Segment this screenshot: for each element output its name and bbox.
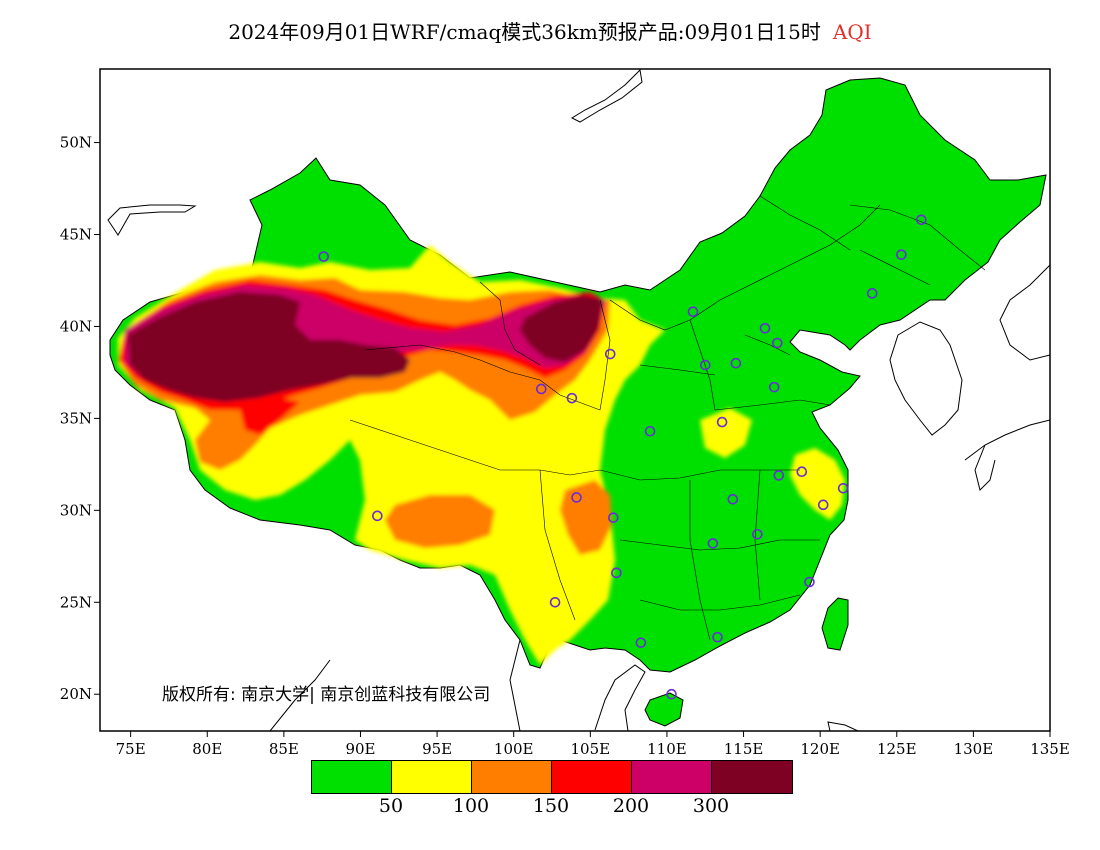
station-marker — [730, 357, 742, 369]
station-marker — [796, 466, 808, 478]
station-marker — [817, 499, 829, 511]
lake-balkhash-outline — [107, 204, 197, 236]
legend-swatch-red — [552, 761, 632, 793]
hainan-island — [644, 692, 684, 727]
station-marker — [804, 576, 815, 588]
legend-swatch-magenta — [632, 761, 712, 793]
neighbor-coastlines — [107, 69, 1050, 731]
x-axis: 75E 80E 85E 90E 95E 100E 105E 110E 115E 120E 125E 1… — [116, 731, 1070, 758]
lake-baikal-outline — [570, 69, 643, 123]
x-tick-label: 80E — [192, 740, 222, 758]
map-frame — [99, 68, 1051, 732]
map-layers — [107, 69, 1050, 731]
station-marker — [896, 249, 907, 261]
aqi-zone-yellow-east — [790, 448, 845, 520]
station-marker — [716, 416, 728, 428]
y-tick-label: 30N — [60, 501, 92, 519]
legend-label: 200 — [612, 795, 650, 817]
y-tick-label: 45N — [60, 226, 92, 244]
x-tick-label: 125E — [877, 740, 917, 758]
legend-swatch-green — [312, 761, 392, 793]
india-coast — [269, 659, 331, 731]
station-marker — [773, 470, 785, 481]
indochina-coast — [594, 664, 646, 731]
japan-south-outline — [964, 419, 1050, 491]
station-marker — [571, 492, 582, 503]
legend-labels: 50 100 150 200 300 — [0, 795, 1100, 819]
station-marker — [727, 493, 739, 505]
myanmar-border — [509, 639, 521, 731]
y-tick-label: 20N — [60, 685, 92, 703]
x-tick-label: 75E — [116, 740, 146, 758]
x-tick-label: 130E — [954, 740, 994, 758]
station-marker — [644, 425, 656, 437]
x-tick-label: 110E — [647, 740, 687, 758]
aqi-legend — [311, 760, 793, 794]
legend-label: 100 — [452, 795, 490, 817]
korea-outline — [889, 321, 963, 436]
aqi-zone-yellow-central — [700, 408, 752, 458]
x-tick-label: 120E — [800, 740, 840, 758]
aqi-zone-orange-southwest — [385, 495, 495, 548]
station-marker — [707, 538, 719, 549]
station-marker — [566, 392, 578, 404]
station-marker — [549, 596, 561, 608]
variable-label: AQI — [832, 20, 872, 44]
title-text: 2024年09月01日WRF/cmaq模式36km预报产品:09月01日15时 — [228, 20, 821, 44]
station-marker — [535, 383, 547, 395]
aqi-zone-red-south — [240, 398, 300, 435]
aqi-contours — [118, 245, 845, 665]
copyright-notice: 版权所有: 南京大学| 南京创蓝科技有限公司 — [162, 685, 491, 705]
station-marker — [372, 510, 383, 522]
legend-swatch-yellow — [392, 761, 472, 793]
station-marker — [666, 688, 677, 700]
borneo-coast — [827, 721, 859, 731]
station-markers — [318, 214, 927, 700]
province-borders — [349, 195, 986, 641]
legend-label: 300 — [692, 795, 730, 817]
y-tick-label: 25N — [60, 593, 92, 611]
aqi-zone-orange-sichuan — [560, 480, 612, 555]
station-marker — [752, 528, 763, 540]
station-marker — [866, 288, 878, 299]
y-tick-label: 35N — [60, 409, 92, 427]
y-tick-label: 40N — [60, 317, 92, 335]
aqi-zone-maroon-east — [520, 295, 603, 362]
aqi-zone-maroon-west — [128, 292, 410, 402]
x-tick-label: 115E — [724, 740, 764, 758]
legend-swatch-maroon — [712, 761, 792, 793]
station-marker — [837, 482, 849, 494]
legend-swatch-orange — [472, 761, 552, 793]
x-tick-label: 85E — [269, 740, 299, 758]
station-marker — [608, 512, 619, 523]
legend-label: 150 — [532, 795, 570, 817]
x-tick-label: 135E — [1030, 740, 1070, 758]
station-marker — [771, 337, 783, 349]
x-tick-label: 90E — [345, 740, 375, 758]
y-tick-label: 50N — [60, 134, 92, 152]
page-title: 2024年09月01日WRF/cmaq模式36km预报产品:09月01日15时 A… — [0, 16, 1100, 45]
station-marker — [712, 631, 723, 643]
station-marker — [611, 567, 622, 579]
station-marker — [687, 306, 699, 318]
legend-label: 50 — [378, 795, 404, 817]
x-tick-label: 105E — [571, 740, 611, 758]
station-marker — [318, 251, 330, 262]
y-axis: 50N 45N 40N 35N 30N 25N 20N — [60, 134, 100, 703]
taiwan-island — [821, 597, 849, 651]
station-marker — [759, 322, 771, 334]
station-marker — [635, 637, 647, 649]
station-marker — [699, 359, 711, 371]
x-tick-label: 95E — [422, 740, 452, 758]
station-marker — [604, 348, 616, 360]
station-marker — [768, 381, 780, 393]
japan-outline — [999, 264, 1050, 361]
station-marker — [915, 214, 927, 226]
x-tick-label: 100E — [494, 740, 534, 758]
